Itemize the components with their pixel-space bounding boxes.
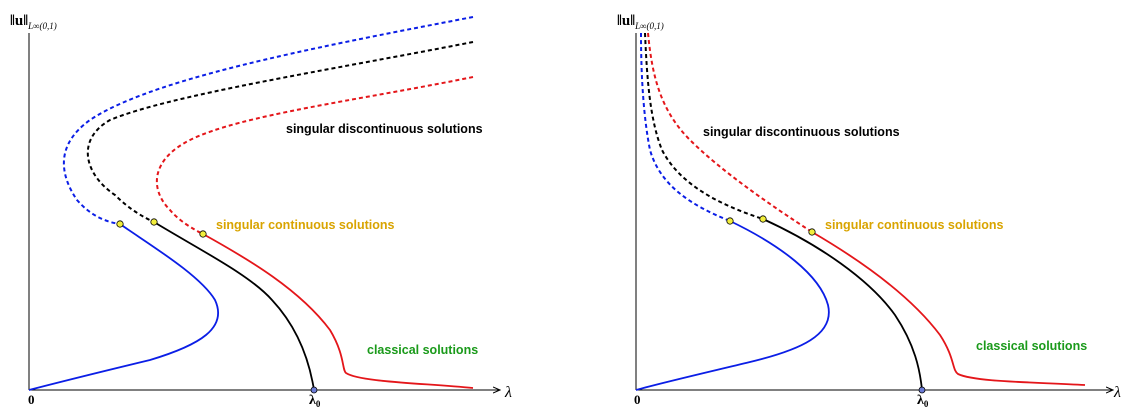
right-black-dashed-branch: [644, 32, 764, 220]
left-blue-solid-branch: [28, 223, 220, 391]
right-discontinuous-label: singular discontinuous solutions: [703, 125, 900, 139]
right-black-transition-dot: [759, 215, 767, 223]
right-blue-solid-branch: [635, 220, 830, 391]
right-red-solid-branch: [811, 231, 1086, 386]
left-lambda0-label: λ0: [309, 393, 321, 407]
left-x-axis-label: λ: [504, 384, 512, 401]
right-lambda0-dot: [918, 386, 926, 394]
left-blue-transition-dot: [116, 220, 124, 228]
left-lambda0-dot: [310, 386, 318, 394]
right-classical-label: classical solutions: [976, 339, 1087, 353]
right-blue-transition-dot: [726, 217, 734, 225]
left-black-solid-branch: [153, 221, 315, 391]
left-panel: ‖u‖L∞(0,1) λ 0 λ0 singular discontinuous…: [10, 13, 512, 407]
left-black-dashed-branch: [86, 41, 474, 223]
left-continuous-label: singular continuous solutions: [216, 218, 395, 232]
right-origin-label: 0: [634, 392, 641, 407]
left-red-solid-branch: [202, 233, 474, 389]
right-panel: ‖u‖L∞(0,1) λ 0 λ0 singular discontinuous…: [617, 13, 1121, 407]
right-red-transition-dot: [808, 228, 816, 236]
right-black-solid-branch: [762, 218, 923, 391]
right-red-dashed-branch: [647, 32, 813, 233]
right-continuous-label: singular continuous solutions: [825, 218, 1004, 232]
right-blue-dashed-branch: [640, 32, 731, 222]
left-red-transition-dot: [199, 230, 207, 238]
left-blue-dashed-branch: [62, 16, 474, 225]
right-lambda0-label: λ0: [917, 393, 929, 407]
left-black-transition-dot: [150, 218, 158, 226]
left-classical-label: classical solutions: [367, 343, 478, 357]
left-y-axis-label: ‖u‖L∞(0,1): [10, 13, 57, 31]
left-origin-label: 0: [28, 392, 35, 407]
left-discontinuous-label: singular discontinuous solutions: [286, 122, 483, 136]
left-red-dashed-branch: [156, 76, 474, 235]
right-y-axis-label: ‖u‖L∞(0,1): [617, 13, 664, 31]
right-x-axis-label: λ: [1113, 384, 1121, 401]
